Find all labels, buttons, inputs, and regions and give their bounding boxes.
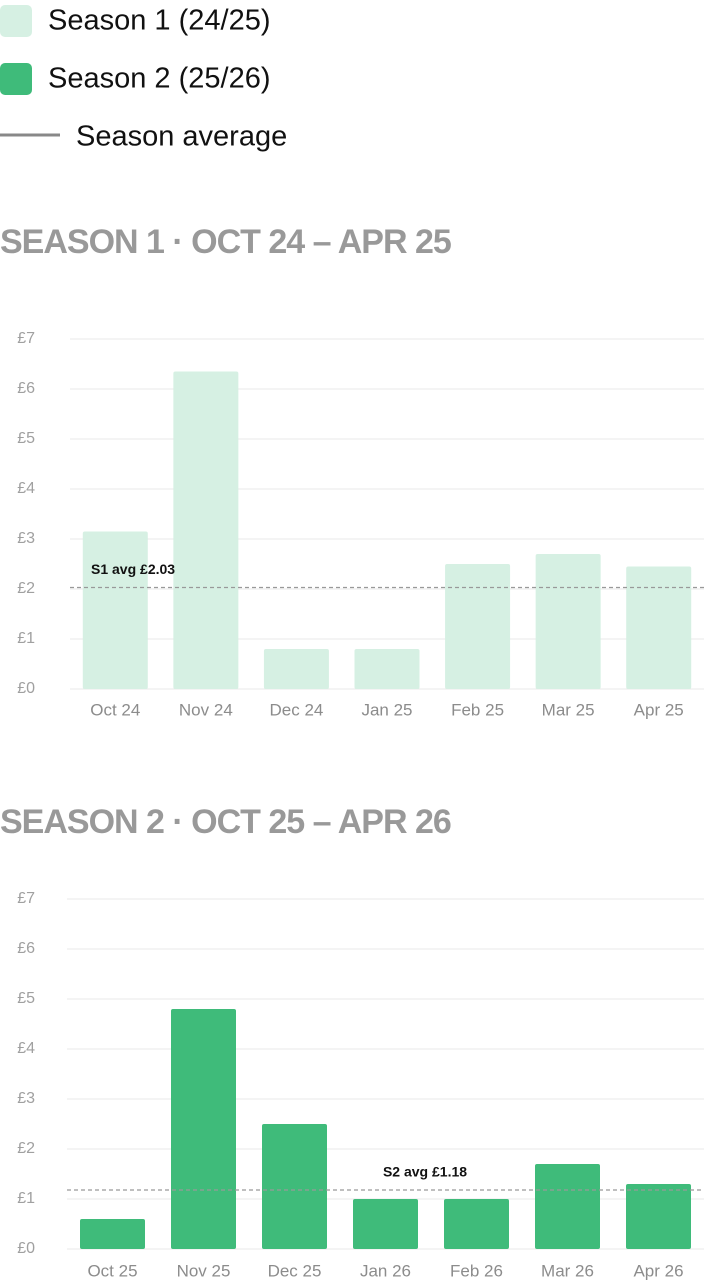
y-tick-label: £1 <box>17 630 35 647</box>
bar <box>626 1184 691 1249</box>
x-tick-label: Oct 25 <box>87 1261 137 1280</box>
average-label: S1 avg £2.03 <box>91 561 175 577</box>
bar <box>535 554 601 689</box>
legend-swatch <box>0 5 32 37</box>
y-tick-label: £3 <box>17 530 35 547</box>
y-tick-label: £2 <box>17 580 35 597</box>
x-tick-label: Oct 24 <box>90 700 140 719</box>
x-tick-label: Apr 26 <box>633 1261 683 1280</box>
bar <box>354 649 420 689</box>
legend-label: Season average <box>76 121 287 153</box>
y-tick-label: £0 <box>17 1240 35 1257</box>
legend-label: Season 1 (24/25) <box>48 5 270 37</box>
y-tick-label: £3 <box>17 1090 35 1107</box>
y-tick-label: £0 <box>17 680 35 697</box>
chart-title: SEASON 2 · OCT 25 – APR 26 <box>0 803 451 841</box>
bar <box>82 531 148 689</box>
bar <box>626 566 692 689</box>
x-tick-label: Feb 26 <box>450 1261 503 1280</box>
bar <box>444 1199 509 1249</box>
x-tick-label: Nov 24 <box>179 700 233 719</box>
x-tick-label: Jan 25 <box>361 700 412 719</box>
bar <box>80 1219 145 1249</box>
bar <box>263 649 329 689</box>
bar <box>171 1009 236 1249</box>
bar <box>262 1124 327 1249</box>
legend-label: Season 2 (25/26) <box>48 63 270 95</box>
x-tick-label: Apr 25 <box>634 700 684 719</box>
bar <box>445 564 511 689</box>
y-tick-label: £5 <box>17 430 35 447</box>
x-tick-label: Dec 25 <box>268 1261 322 1280</box>
legend-swatch <box>0 63 32 95</box>
y-tick-label: £7 <box>17 890 35 907</box>
x-tick-label: Jan 26 <box>360 1261 411 1280</box>
y-tick-label: £6 <box>17 380 35 397</box>
y-tick-label: £2 <box>17 1140 35 1157</box>
average-label: S2 avg £1.18 <box>383 1164 467 1180</box>
bar <box>535 1164 600 1249</box>
bar <box>173 371 239 689</box>
x-tick-label: Mar 25 <box>542 700 595 719</box>
y-tick-label: £6 <box>17 940 35 957</box>
y-tick-label: £4 <box>17 1040 35 1057</box>
x-tick-label: Mar 26 <box>541 1261 594 1280</box>
x-tick-label: Nov 25 <box>177 1261 231 1280</box>
y-tick-label: £4 <box>17 480 35 497</box>
chart-title: SEASON 1 · OCT 24 – APR 25 <box>0 223 451 261</box>
bar <box>353 1199 418 1249</box>
y-tick-label: £1 <box>17 1190 35 1207</box>
y-tick-label: £7 <box>17 330 35 347</box>
x-tick-label: Feb 25 <box>451 700 504 719</box>
x-tick-label: Dec 24 <box>269 700 323 719</box>
y-tick-label: £5 <box>17 990 35 1007</box>
